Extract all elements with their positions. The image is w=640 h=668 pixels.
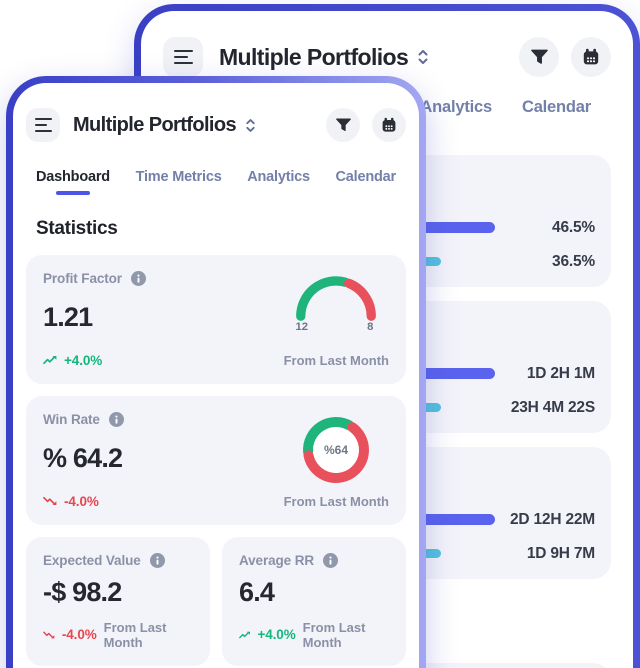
portfolio-selector[interactable]: Multiple Portfolios <box>219 44 429 71</box>
bar-value: 46.5% <box>552 218 595 236</box>
stat-value: % 64.2 <box>43 443 123 473</box>
gauge-left-label: 12 <box>296 320 309 331</box>
stat-value: -$ 98.2 <box>43 576 122 607</box>
funnel-filter-icon <box>530 49 548 64</box>
tab-analytics[interactable]: Analytics <box>420 98 492 127</box>
stat-footnote: From Last Month <box>283 352 389 368</box>
stat-footnote: From Last Month <box>283 493 389 509</box>
active-tab-underline <box>55 191 90 195</box>
trend-up-icon <box>239 631 250 638</box>
stat-value: 6.4 <box>239 576 275 607</box>
stat-cards: Profit Factor 1.21 + <box>26 254 406 666</box>
stat-footnote: From Last Month <box>103 619 167 650</box>
calendar-button[interactable] <box>372 108 406 142</box>
front-header: Multiple Portfolios <box>26 108 406 142</box>
donut-center-label: %64 <box>324 443 348 457</box>
tab-analytics[interactable]: Analytics <box>247 169 310 195</box>
tab-label: Time Metrics <box>135 169 222 185</box>
calendar-icon <box>382 117 396 132</box>
chevron-up-down-icon <box>246 118 255 132</box>
back-tab-bar: Analytics Calendar <box>163 98 611 127</box>
info-icon[interactable] <box>130 270 146 286</box>
tab-calendar[interactable]: Calendar <box>522 98 591 127</box>
stat-label: Expected Value <box>43 552 141 568</box>
hamburger-icon <box>34 117 52 133</box>
tab-label: Analytics <box>420 98 492 116</box>
info-icon[interactable] <box>323 552 339 568</box>
stat-change: +4.0% <box>64 352 103 368</box>
tab-label: Calendar <box>521 98 591 116</box>
filter-button[interactable] <box>326 108 360 142</box>
portfolio-selector[interactable]: Multiple Portfolios <box>73 114 256 137</box>
trend-up-icon <box>43 356 57 365</box>
stat-change: -4.0% <box>61 627 97 642</box>
bar-value: 23H 4M 22S <box>510 398 595 416</box>
chevron-up-down-icon <box>418 50 428 64</box>
menu-button[interactable] <box>163 37 203 77</box>
stat-label: Win Rate <box>43 411 100 427</box>
bar-value: 2D 12H 22M <box>509 510 595 528</box>
tab-label: Dashboard <box>36 169 110 185</box>
front-screen: Multiple Portfolios <box>13 83 419 668</box>
info-icon[interactable] <box>108 411 124 427</box>
page-title: Multiple Portfolios <box>219 43 409 70</box>
trend-down-icon <box>43 631 55 638</box>
stat-card-expected-value: Expected Value -$ 98.2 <box>26 536 210 666</box>
tab-dashboard[interactable]: Dashboard <box>36 169 110 195</box>
page-title: Multiple Portfolios <box>73 113 237 136</box>
stat-change: -4.0% <box>64 493 99 509</box>
gauge-chart: 12 8 <box>296 275 377 332</box>
menu-button[interactable] <box>26 108 60 142</box>
tab-label: Calendar <box>335 169 397 185</box>
stat-change: +4.0% <box>257 627 296 642</box>
stat-card-profit-factor: Profit Factor 1.21 + <box>26 254 406 384</box>
front-tab-bar: Dashboard Time Metrics Analytics Calenda… <box>26 169 406 195</box>
section-title: Statistics <box>36 217 118 239</box>
header-actions <box>326 108 406 142</box>
trend-down-icon <box>43 496 57 505</box>
stat-value: 1.21 <box>43 302 93 332</box>
bar-value: 1D 2H 1M <box>526 364 595 382</box>
stat-footnote: From Last Month <box>302 619 366 650</box>
header-actions <box>519 37 611 77</box>
hamburger-icon <box>173 49 193 65</box>
info-icon[interactable] <box>149 552 165 568</box>
stat-card-average-rr: Average RR 6.4 +4.0% <box>222 536 406 666</box>
bar-value: 36.5% <box>552 252 595 270</box>
tab-calendar[interactable]: Calendar <box>335 169 397 195</box>
stat-label: Average RR <box>239 552 315 568</box>
calendar-button[interactable] <box>571 37 611 77</box>
funnel-filter-icon <box>335 118 351 131</box>
gauge-right-label: 8 <box>367 320 373 331</box>
tab-label: Analytics <box>247 169 310 185</box>
bar-value: 1D 9H 7M <box>526 544 595 562</box>
stat-label: Profit Factor <box>43 270 122 286</box>
calendar-icon <box>583 48 599 65</box>
front-phone: Multiple Portfolios <box>6 76 426 668</box>
filter-button[interactable] <box>519 37 559 77</box>
back-header: Multiple Portfolios <box>163 37 611 77</box>
tab-time-metrics[interactable]: Time Metrics <box>136 169 222 195</box>
stat-card-win-rate: Win Rate % 64.2 -4.0 <box>26 395 406 525</box>
donut-chart: %64 <box>303 416 370 483</box>
